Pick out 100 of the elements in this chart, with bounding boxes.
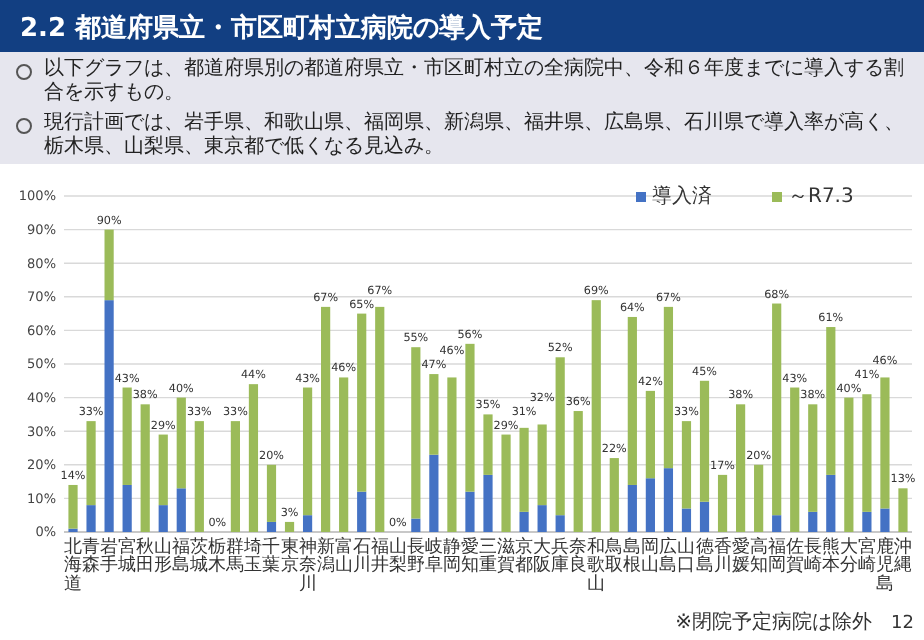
x-tick-label: 熊本	[821, 536, 840, 577]
bar	[663, 306, 674, 469]
bar	[104, 229, 114, 301]
text-panel: 以下グラフは、都道府県別の都道府県立・市区町村立の全病院中、令和６年度までに導入する割合を示すもの。 現行計画では、岩手県、和歌山県、福岡県、新潟県、福井県、広島県、石川県で導入率が高く、栃木県、山梨県、東京都で低くなる見込み。	[0, 52, 924, 164]
bar	[176, 397, 186, 489]
bar	[717, 474, 728, 532]
x-tick-label: 岡山	[641, 538, 660, 577]
bar	[627, 316, 637, 485]
bar	[357, 313, 367, 492]
x-tick-label: 静岡	[442, 536, 461, 577]
bar	[140, 404, 150, 532]
x-tick-label: 群馬	[224, 536, 245, 577]
bar	[772, 303, 782, 516]
x-tick-label: 広島	[659, 536, 678, 577]
bar	[429, 374, 439, 455]
chart-title: 2.2 都道府県立・市区町村立病院の導入予定	[20, 11, 544, 46]
bar	[357, 491, 367, 532]
bar	[158, 505, 168, 532]
bar	[537, 424, 547, 506]
x-tick-label: 香川	[713, 536, 732, 577]
bar	[609, 458, 619, 532]
x-tick-label: 埼玉	[242, 536, 263, 577]
bar	[862, 394, 872, 512]
bar	[681, 508, 692, 532]
bar	[465, 343, 475, 492]
x-tick-label: 佐賀	[785, 536, 804, 577]
x-tick-label: 富山	[334, 536, 353, 577]
bar	[519, 427, 529, 512]
bar	[321, 306, 331, 532]
bar	[230, 421, 240, 532]
bar	[555, 515, 565, 532]
bar	[519, 511, 529, 532]
bar	[555, 357, 565, 516]
text: ※閉院予定病院は除外	[675, 610, 872, 634]
x-tick-label: 愛知	[460, 536, 479, 577]
legend-label: ～R7.3	[788, 186, 854, 208]
x-tick-label: 山形	[154, 536, 173, 577]
bar	[375, 306, 385, 532]
bar	[411, 518, 421, 532]
bar	[880, 377, 890, 509]
bar	[699, 501, 710, 532]
x-tick-label: 石川	[352, 538, 371, 577]
bar	[645, 390, 655, 479]
bar	[266, 521, 277, 532]
x-tick-label: 長野	[406, 536, 425, 577]
bar	[483, 474, 493, 532]
bar	[591, 300, 601, 532]
x-tick-label: 福島	[172, 536, 191, 577]
x-tick-label: 東京	[280, 536, 299, 577]
bar	[483, 414, 493, 475]
x-tick-label: 大分	[839, 536, 858, 577]
bar	[826, 474, 836, 532]
x-tick-label: 高知	[749, 536, 768, 577]
bar	[880, 508, 890, 532]
x-tick-label: 栃木	[208, 536, 227, 577]
x-tick-label: 沖縄	[891, 536, 912, 577]
bar	[627, 484, 637, 532]
x-tick-label: 鹿児島	[875, 536, 894, 595]
legend-label: 導入済	[652, 184, 712, 208]
x-tick-label: 神奈川	[298, 536, 317, 595]
bar	[699, 380, 710, 502]
x-tick-label: 千葉	[262, 536, 281, 577]
bar	[447, 377, 457, 532]
bar	[645, 478, 655, 532]
x-tick-label: 岐阜	[424, 536, 443, 577]
bar	[501, 434, 511, 532]
bar	[266, 464, 277, 522]
x-tick-label: 三重	[479, 538, 497, 577]
x-tick-label: 青森	[82, 536, 101, 577]
bar	[176, 488, 186, 532]
bar	[808, 404, 818, 512]
x-tick-label: 長崎	[803, 536, 822, 577]
x-tick-label: 滋賀	[497, 536, 516, 577]
x-tick-label: 奈良	[569, 536, 588, 577]
x-tick-label: 愛媛	[731, 536, 750, 577]
x-tick-label: 京都	[515, 536, 534, 577]
bar	[284, 521, 295, 532]
bar	[429, 454, 439, 532]
x-tick-label: 鳥取	[603, 536, 624, 577]
bar	[772, 515, 782, 532]
bar	[86, 505, 96, 532]
x-tick-label: 山梨	[388, 536, 407, 577]
x-tick-label: 新潟	[316, 536, 335, 577]
bar	[411, 347, 421, 519]
bar	[465, 491, 475, 532]
x-tick-label: 大阪	[533, 536, 552, 577]
bar	[122, 387, 132, 485]
bar	[663, 468, 674, 532]
x-tick-label: 宮崎	[857, 536, 876, 577]
bar	[158, 434, 168, 506]
bar	[302, 515, 313, 532]
x-tick-label: 北海道	[64, 536, 83, 595]
bar	[302, 387, 313, 516]
bar	[104, 300, 114, 532]
bar	[248, 384, 259, 532]
bar	[122, 484, 132, 532]
bar	[86, 421, 96, 506]
x-tick-label: 山口	[677, 536, 696, 577]
bar	[537, 505, 547, 532]
bar	[194, 421, 204, 532]
